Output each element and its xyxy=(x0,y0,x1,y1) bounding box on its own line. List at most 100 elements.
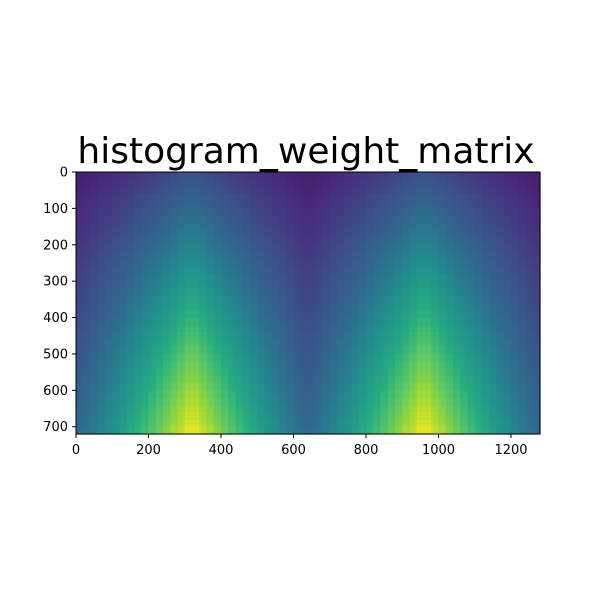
heatmap-cell xyxy=(322,303,331,311)
heatmap-cell xyxy=(105,353,113,362)
heatmap-cell xyxy=(489,353,498,362)
heatmap-cell xyxy=(402,273,411,282)
heatmap-cell xyxy=(148,273,157,282)
heatmap-cell xyxy=(460,186,469,195)
heatmap-cell xyxy=(134,215,142,224)
heatmap-cell xyxy=(431,281,440,290)
heatmap-cell xyxy=(76,303,84,311)
heatmap-cell xyxy=(315,230,324,239)
heatmap-cell xyxy=(213,361,222,370)
heatmap-cell xyxy=(402,208,411,217)
heatmap-cell xyxy=(155,368,164,377)
heatmap-cell xyxy=(148,179,157,188)
heatmap-cell xyxy=(300,383,309,391)
heatmap-cell xyxy=(264,281,273,290)
heatmap-cell xyxy=(141,332,150,340)
heatmap-cell xyxy=(213,375,222,384)
heatmap-cell xyxy=(134,375,142,384)
heatmap-cell xyxy=(460,172,469,180)
heatmap-cell xyxy=(358,324,367,333)
heatmap-cell xyxy=(126,266,135,275)
heatmap-cell xyxy=(409,324,418,333)
heatmap-cell xyxy=(250,172,258,180)
heatmap-cell xyxy=(184,310,193,319)
heatmap-cell xyxy=(286,201,295,209)
heatmap-cell xyxy=(286,237,295,246)
heatmap-cell xyxy=(308,208,316,217)
heatmap-cell xyxy=(206,266,215,275)
heatmap-cell xyxy=(228,397,237,406)
heatmap-cell xyxy=(409,186,418,195)
heatmap-cell xyxy=(402,353,411,362)
heatmap-cell xyxy=(300,295,309,304)
heatmap-cell xyxy=(518,179,527,188)
heatmap-cell xyxy=(482,295,490,304)
heatmap-cell xyxy=(344,237,353,246)
heatmap-cell xyxy=(525,266,534,275)
heatmap-cell xyxy=(460,303,469,311)
heatmap-cell xyxy=(155,346,164,355)
heatmap-cell xyxy=(148,412,157,421)
heatmap-cell xyxy=(112,346,121,355)
heatmap-cell xyxy=(264,346,273,355)
heatmap-cell xyxy=(438,208,447,217)
heatmap-cell xyxy=(322,397,331,406)
heatmap-cell xyxy=(424,259,432,268)
heatmap-cell xyxy=(264,419,273,428)
heatmap-cell xyxy=(387,222,396,231)
heatmap-cell xyxy=(126,303,135,311)
heatmap-cell xyxy=(271,281,280,290)
heatmap-cell xyxy=(134,361,142,370)
heatmap-cell xyxy=(453,215,461,224)
heatmap-cell xyxy=(141,353,150,362)
heatmap-cell xyxy=(518,310,527,319)
heatmap-cell xyxy=(76,237,84,246)
heatmap-cell xyxy=(163,179,171,188)
heatmap-cell xyxy=(489,390,498,399)
heatmap-cell xyxy=(242,383,251,391)
heatmap-cell xyxy=(264,266,273,275)
heatmap-cell xyxy=(199,412,208,421)
heatmap-cell xyxy=(308,237,316,246)
heatmap-cell xyxy=(409,259,418,268)
heatmap-cell xyxy=(329,273,338,282)
heatmap-cell xyxy=(293,361,302,370)
heatmap-cell xyxy=(308,273,316,282)
heatmap-cell xyxy=(83,426,92,435)
heatmap-cell xyxy=(126,244,135,253)
heatmap-cell xyxy=(264,353,273,362)
heatmap-cell xyxy=(337,201,345,209)
heatmap-cell xyxy=(105,244,113,253)
heatmap-cell xyxy=(525,361,534,370)
heatmap-cell xyxy=(119,390,128,399)
heatmap-cell xyxy=(155,208,164,217)
heatmap-cell xyxy=(511,419,519,428)
heatmap-cell xyxy=(83,215,92,224)
heatmap-cell xyxy=(134,397,142,406)
heatmap-cell xyxy=(242,295,251,304)
heatmap-cell xyxy=(221,390,229,399)
x-axis: 0 200 400 600 800 1000 1200 xyxy=(72,434,528,458)
heatmap-cell xyxy=(373,303,382,311)
heatmap-cell xyxy=(97,303,106,311)
heatmap-cell xyxy=(213,193,222,202)
heatmap-cell xyxy=(409,383,418,391)
heatmap-cell xyxy=(134,252,142,260)
heatmap-cell xyxy=(532,383,541,391)
heatmap-cell xyxy=(366,288,374,297)
heatmap-cell xyxy=(453,361,461,370)
heatmap-cell xyxy=(199,193,208,202)
heatmap-cell xyxy=(300,288,309,297)
heatmap-cell xyxy=(351,288,360,297)
heatmap-cell xyxy=(83,266,92,275)
heatmap-cell xyxy=(453,295,461,304)
heatmap-cell xyxy=(511,339,519,348)
heatmap-cell xyxy=(445,237,454,246)
heatmap-cell xyxy=(518,208,527,217)
heatmap-cell xyxy=(518,295,527,304)
heatmap-cell xyxy=(409,201,418,209)
heatmap-cell xyxy=(445,310,454,319)
heatmap-cell xyxy=(134,346,142,355)
heatmap-cell xyxy=(431,426,440,435)
heatmap-cell xyxy=(351,397,360,406)
